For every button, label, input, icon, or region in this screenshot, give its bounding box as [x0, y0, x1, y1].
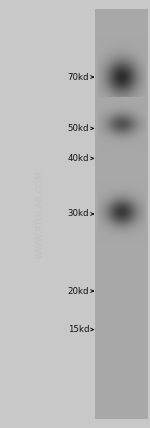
- Text: WWW.PTGLAB.COM: WWW.PTGLAB.COM: [36, 170, 45, 258]
- Text: 20kd: 20kd: [68, 286, 89, 296]
- Text: 30kd: 30kd: [68, 209, 89, 219]
- Bar: [95, 9, 148, 419]
- Text: 40kd: 40kd: [68, 154, 89, 163]
- Text: 15kd: 15kd: [68, 325, 89, 334]
- Text: 70kd: 70kd: [68, 72, 89, 82]
- Text: 50kd: 50kd: [68, 124, 89, 133]
